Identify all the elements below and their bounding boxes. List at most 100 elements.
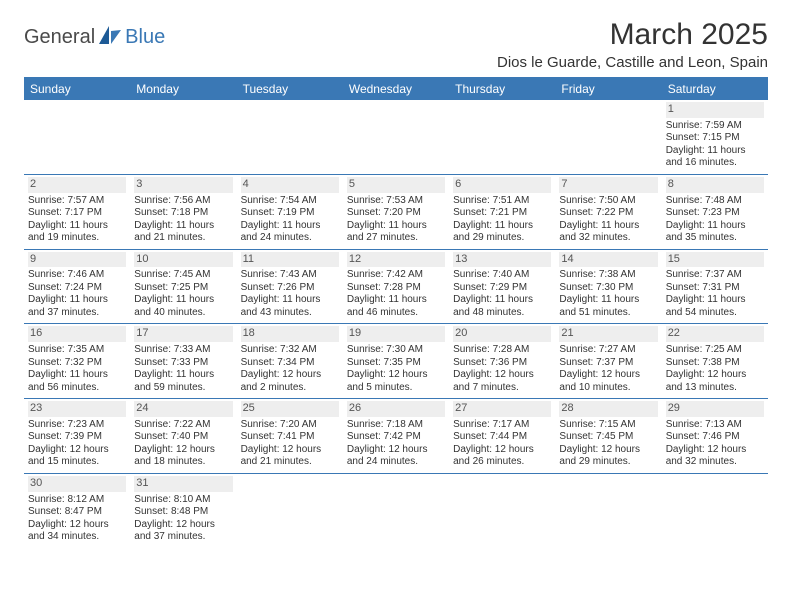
sunrise-text: Sunrise: 7:30 AM	[347, 344, 445, 357]
calendar-cell: 19Sunrise: 7:30 AMSunset: 7:35 PMDayligh…	[343, 324, 449, 399]
sunset-text: Sunset: 7:24 PM	[28, 282, 126, 295]
sunset-text: Sunset: 7:38 PM	[666, 357, 764, 370]
month-title: March 2025	[497, 18, 768, 52]
daylight-text: Daylight: 12 hours and 21 minutes.	[241, 444, 339, 469]
sunrise-text: Sunrise: 7:23 AM	[28, 419, 126, 432]
daylight-text: Daylight: 12 hours and 34 minutes.	[28, 519, 126, 544]
daylight-text: Daylight: 12 hours and 5 minutes.	[347, 369, 445, 394]
day-number: 30	[28, 476, 126, 492]
daylight-text: Daylight: 11 hours and 51 minutes.	[559, 294, 657, 319]
daylight-text: Daylight: 12 hours and 26 minutes.	[453, 444, 551, 469]
sunrise-text: Sunrise: 7:38 AM	[559, 269, 657, 282]
day-header: Friday	[555, 78, 661, 100]
day-number: 29	[666, 401, 764, 417]
day-number: 27	[453, 401, 551, 417]
calendar-cell: 16Sunrise: 7:35 AMSunset: 7:32 PMDayligh…	[24, 324, 130, 399]
daylight-text: Daylight: 12 hours and 18 minutes.	[134, 444, 232, 469]
calendar-cell: 21Sunrise: 7:27 AMSunset: 7:37 PMDayligh…	[555, 324, 661, 399]
sunrise-text: Sunrise: 7:25 AM	[666, 344, 764, 357]
sunrise-text: Sunrise: 7:20 AM	[241, 419, 339, 432]
calendar-week: 9Sunrise: 7:46 AMSunset: 7:24 PMDaylight…	[24, 249, 768, 324]
sunset-text: Sunset: 8:47 PM	[28, 506, 126, 519]
calendar-cell: 30Sunrise: 8:12 AMSunset: 8:47 PMDayligh…	[24, 473, 130, 547]
sunset-text: Sunset: 7:22 PM	[559, 207, 657, 220]
sunrise-text: Sunrise: 7:13 AM	[666, 419, 764, 432]
calendar-cell: 6Sunrise: 7:51 AMSunset: 7:21 PMDaylight…	[449, 174, 555, 249]
sunset-text: Sunset: 7:46 PM	[666, 431, 764, 444]
calendar-cell	[555, 473, 661, 547]
calendar-cell: 25Sunrise: 7:20 AMSunset: 7:41 PMDayligh…	[237, 399, 343, 474]
sunset-text: Sunset: 7:32 PM	[28, 357, 126, 370]
calendar-body: 1Sunrise: 7:59 AMSunset: 7:15 PMDaylight…	[24, 100, 768, 548]
calendar-week: 30Sunrise: 8:12 AMSunset: 8:47 PMDayligh…	[24, 473, 768, 547]
sunset-text: Sunset: 7:40 PM	[134, 431, 232, 444]
sunset-text: Sunset: 7:39 PM	[28, 431, 126, 444]
daylight-text: Daylight: 11 hours and 29 minutes.	[453, 220, 551, 245]
sunrise-text: Sunrise: 7:33 AM	[134, 344, 232, 357]
sunrise-text: Sunrise: 7:53 AM	[347, 195, 445, 208]
day-number: 8	[666, 177, 764, 193]
calendar-cell: 28Sunrise: 7:15 AMSunset: 7:45 PMDayligh…	[555, 399, 661, 474]
sunrise-text: Sunrise: 7:48 AM	[666, 195, 764, 208]
calendar-cell	[24, 100, 130, 174]
daylight-text: Daylight: 12 hours and 29 minutes.	[559, 444, 657, 469]
sunset-text: Sunset: 7:33 PM	[134, 357, 232, 370]
day-number: 13	[453, 252, 551, 268]
calendar-cell: 17 Sunrise: 7:33 AMSunset: 7:33 PMDayligh…	[130, 324, 236, 399]
sunrise-text: Sunrise: 7:54 AM	[241, 195, 339, 208]
day-number: 1	[666, 102, 764, 118]
calendar-cell	[449, 473, 555, 547]
day-number: 28	[559, 401, 657, 417]
daylight-text: Daylight: 11 hours and 46 minutes.	[347, 294, 445, 319]
sunrise-text: Sunrise: 7:35 AM	[28, 344, 126, 357]
day-number: 26	[347, 401, 445, 417]
sunset-text: Sunset: 7:31 PM	[666, 282, 764, 295]
daylight-text: Daylight: 11 hours and 56 minutes.	[28, 369, 126, 394]
sunrise-text: Sunrise: 7:43 AM	[241, 269, 339, 282]
calendar-cell: 8Sunrise: 7:48 AMSunset: 7:23 PMDaylight…	[662, 174, 768, 249]
calendar-cell: 11Sunrise: 7:43 AMSunset: 7:26 PMDayligh…	[237, 249, 343, 324]
day-number: 14	[559, 252, 657, 268]
daylight-text: Daylight: 11 hours and 40 minutes.	[134, 294, 232, 319]
sunrise-text: Sunrise: 7:45 AM	[134, 269, 232, 282]
day-number: 17	[134, 326, 232, 342]
calendar-cell: 5Sunrise: 7:53 AMSunset: 7:20 PMDaylight…	[343, 174, 449, 249]
sunset-text: Sunset: 7:19 PM	[241, 207, 339, 220]
day-number: 11	[241, 252, 339, 268]
calendar-week: 23 Sunrise: 7:23 AMSunset: 7:39 PM Dayligh…	[24, 399, 768, 474]
calendar-cell: 2Sunrise: 7:57 AMSunset: 7:17 PMDaylight…	[24, 174, 130, 249]
day-number: 22	[666, 326, 764, 342]
day-header-row: SundayMondayTuesdayWednesdayThursdayFrid…	[24, 78, 768, 100]
day-number-empty	[559, 476, 657, 492]
day-number: 6	[453, 177, 551, 193]
sunrise-text: Sunrise: 7:28 AM	[453, 344, 551, 357]
day-number: 18	[241, 326, 339, 342]
calendar-week: 16Sunrise: 7:35 AMSunset: 7:32 PMDayligh…	[24, 324, 768, 399]
calendar-cell	[237, 100, 343, 174]
logo-text-1: General	[24, 26, 95, 49]
day-number: 23	[28, 401, 126, 417]
day-header: Sunday	[24, 78, 130, 100]
calendar-cell	[343, 473, 449, 547]
page-header: General Blue March 2025 Dios le Guarde, …	[24, 18, 768, 71]
logo-sail-icon	[97, 24, 123, 51]
day-header: Monday	[130, 78, 236, 100]
day-number-empty	[453, 476, 551, 492]
daylight-text: Daylight: 11 hours and 27 minutes.	[347, 220, 445, 245]
day-number: 5	[347, 177, 445, 193]
logo-text-2: Blue	[125, 26, 165, 49]
calendar-table: SundayMondayTuesdayWednesdayThursdayFrid…	[24, 78, 768, 548]
sunset-text: Sunset: 7:36 PM	[453, 357, 551, 370]
sunrise-text: Sunrise: 7:51 AM	[453, 195, 551, 208]
calendar-cell: 23Sunrise: 7:23 AMSunset: 7:39 PMDayligh…	[24, 399, 130, 474]
calendar-cell: 4Sunrise: 7:54 AMSunset: 7:19 PMDaylight…	[237, 174, 343, 249]
daylight-text: Daylight: 12 hours and 2 minutes.	[241, 369, 339, 394]
calendar-cell: 13Sunrise: 7:40 AMSunset: 7:29 PMDayligh…	[449, 249, 555, 324]
daylight-text: Daylight: 11 hours and 48 minutes.	[453, 294, 551, 319]
day-header: Saturday	[662, 78, 768, 100]
calendar-cell: 27Sunrise: 7:17 AMSunset: 7:44 PMDayligh…	[449, 399, 555, 474]
sunset-text: Sunset: 7:35 PM	[347, 357, 445, 370]
day-number: 10	[134, 252, 232, 268]
sunset-text: Sunset: 7:17 PM	[28, 207, 126, 220]
daylight-text: Daylight: 11 hours and 59 minutes.	[134, 369, 232, 394]
